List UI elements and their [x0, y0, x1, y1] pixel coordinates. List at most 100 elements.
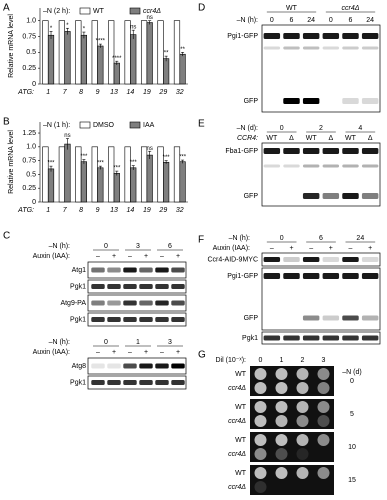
yeast-spot [296, 448, 309, 460]
blot-band [155, 300, 169, 306]
strain-label: WT [235, 470, 247, 477]
y-tick-label: 1.25 [22, 130, 36, 137]
blot-band [263, 33, 281, 39]
yeast-spot [275, 401, 288, 413]
auxin-sign: + [112, 253, 116, 260]
x-tick-label: 1 [46, 89, 50, 96]
blot-label: Ccr4-AID-9MYC [207, 256, 258, 263]
blot-band [361, 33, 379, 39]
legend-title: –N (1 h): [43, 122, 70, 129]
auxin-sign: – [349, 245, 353, 252]
blot-band [263, 164, 281, 168]
x-tick-label: 8 [79, 89, 83, 96]
blot-band [342, 98, 359, 104]
y-tick-label: 0.75 [22, 33, 36, 40]
blot-band [322, 273, 340, 279]
auxin-sign: + [329, 245, 333, 252]
blot-band [342, 148, 359, 154]
bar [47, 168, 55, 203]
group-label: 1 [136, 339, 140, 346]
y-tick-label: 0.75 [22, 157, 36, 164]
blot-band [283, 335, 300, 341]
genotype-value: WT [306, 135, 318, 142]
time-value: 0 [270, 17, 274, 24]
auxin-sign: + [144, 253, 148, 260]
blot-frame [87, 294, 187, 312]
blot-label: Pgi1-GFP [227, 273, 258, 280]
auxin-sign: – [128, 349, 132, 356]
blot-label: Pgi1-GFP [227, 33, 258, 40]
significance-label: *** [113, 166, 121, 172]
significance-label: ns [64, 133, 70, 139]
x-tick-label: 9 [96, 89, 100, 96]
blot-band [283, 273, 300, 279]
blot-band [263, 257, 281, 262]
blot-label: Atg9-PA [60, 300, 86, 307]
auxin-sign: – [270, 245, 274, 252]
group-label: 3 [136, 243, 140, 250]
significance-label: *** [48, 161, 56, 167]
bar [91, 20, 98, 85]
x-tick-label: 13 [110, 207, 118, 214]
blot-band [139, 317, 153, 322]
group-label: 2 [319, 125, 323, 132]
blot-band [361, 164, 379, 168]
legend-label: ccr4Δ [143, 8, 161, 15]
significance-label: **** [96, 39, 106, 45]
panel-letter: F [198, 235, 204, 246]
blot-frame [261, 24, 381, 113]
blot-frame [87, 357, 187, 375]
blot-band [91, 284, 105, 289]
blot-band [302, 33, 320, 39]
genotype-label: CCR4: [237, 135, 258, 142]
blot-frame [261, 331, 381, 345]
auxin-sign: – [128, 253, 132, 260]
auxin-sign: – [96, 349, 100, 356]
significance-label: ** [164, 51, 169, 57]
blot-band [302, 164, 320, 168]
blot-band [302, 257, 320, 262]
yeast-spot [317, 401, 330, 413]
auxin-sign: – [160, 253, 164, 260]
blot-label: Pgk1 [70, 379, 86, 386]
x-tick-label: 19 [143, 89, 151, 96]
group-label: 24 [356, 235, 364, 242]
yeast-spot [275, 415, 288, 427]
blot-frame [87, 375, 187, 390]
bar [113, 173, 120, 203]
x-tick-label: 7 [63, 207, 68, 214]
y-tick-label: 0.25 [22, 185, 36, 192]
blot-label: Pgk1 [242, 335, 258, 342]
bar [124, 146, 131, 203]
legend-swatch [79, 7, 91, 15]
bar [80, 34, 88, 85]
legend-swatch [129, 7, 141, 15]
bar [42, 146, 49, 203]
blot-band [322, 315, 340, 321]
yeast-spot [296, 368, 309, 380]
blot-band [342, 273, 359, 279]
auxin-sign: + [176, 253, 180, 260]
bar [113, 62, 120, 85]
blot-band [283, 33, 300, 39]
bar [47, 34, 55, 85]
bar [64, 143, 71, 203]
blot-band [123, 317, 137, 322]
y-tick-label: 0.5 [26, 49, 36, 56]
yeast-spot [317, 382, 330, 394]
blot-band [123, 284, 137, 289]
blot-label: Pgk1 [70, 316, 86, 323]
blot-band [123, 300, 137, 306]
blot-band [139, 300, 153, 306]
blot-band [342, 257, 359, 262]
blot-label: Atg8 [72, 363, 87, 370]
significance-label: ns [147, 146, 153, 152]
yeast-spot [275, 448, 288, 460]
blot-band [155, 267, 169, 273]
time-label: –N (h): [237, 17, 258, 24]
blot-band [155, 317, 169, 322]
yeast-spot [254, 467, 267, 479]
yeast-spot [296, 434, 309, 446]
x-tick-label: 29 [158, 207, 167, 214]
auxin-sign: + [368, 245, 372, 252]
